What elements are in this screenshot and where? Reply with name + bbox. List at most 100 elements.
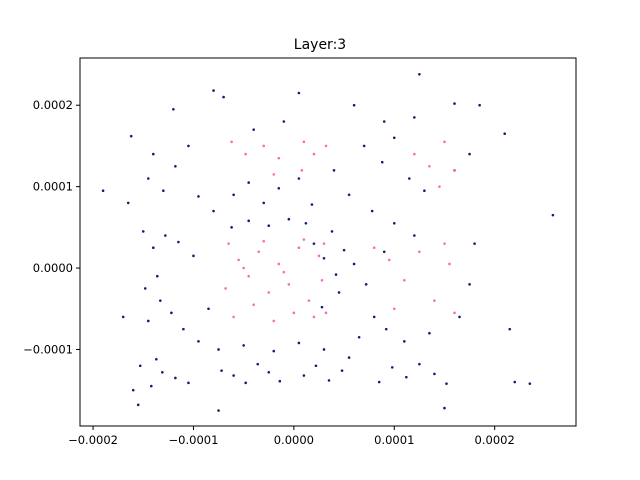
point-series-2-35 [403,278,406,282]
point-series-1-89 [217,348,220,351]
point-series-1-88 [370,209,374,213]
point-series-1-1 [149,384,153,388]
point-series-2-21 [242,266,245,270]
point-series-2-5 [267,291,271,294]
point-series-2-13 [252,303,255,306]
point-series-1-16 [340,369,344,372]
point-series-1-2 [161,370,164,374]
point-series-2-15 [292,311,296,315]
point-series-2-30 [324,144,328,148]
point-series-2-26 [262,144,266,148]
point-series-1-38 [174,164,177,168]
point-series-1-113 [297,91,301,95]
point-series-2-22 [282,270,286,274]
point-series-1-80 [403,340,406,343]
point-series-1-30 [207,307,210,311]
point-series-1-44 [247,181,250,184]
point-series-1-106 [453,102,456,105]
point-series-2-42 [413,152,416,156]
point-series-2-12 [232,315,235,319]
point-series-2-44 [443,140,446,144]
point-series-1-53 [392,136,396,140]
point-series-1-82 [458,315,461,319]
point-series-1-73 [247,219,250,223]
x-tick-label-3: 0.0000 [274,433,314,447]
point-series-1-84 [473,242,476,245]
point-series-1-68 [337,291,341,294]
point-series-1-23 [146,319,150,323]
point-series-1-10 [267,370,271,374]
point-series-1-94 [347,356,351,359]
point-series-1-28 [182,327,185,331]
point-series-1-50 [347,193,351,197]
point-series-2-7 [287,283,291,286]
point-series-2-18 [262,239,266,243]
point-series-1-78 [357,335,361,339]
point-series-1-76 [364,283,368,286]
point-series-1-85 [392,221,396,225]
point-series-1-102 [508,327,512,331]
point-series-1-26 [143,287,147,290]
point-series-1-18 [390,366,394,369]
point-series-1-95 [126,201,130,205]
point-series-2-19 [302,238,306,241]
point-series-1-69 [320,305,324,309]
point-series-1-9 [256,362,260,366]
point-series-1-55 [423,189,426,193]
point-series-1-52 [380,160,384,164]
point-series-1-46 [277,186,281,190]
point-series-1-77 [372,315,376,319]
point-series-1-17 [377,380,381,384]
point-series-1-54 [408,177,411,180]
point-series-2-11 [324,311,328,315]
point-series-1-39 [152,152,155,156]
point-series-1-6 [155,357,158,361]
point-series-1-8 [244,381,247,385]
point-series-1-7 [232,374,235,377]
point-series-1-4 [187,381,190,385]
point-series-1-111 [217,409,220,412]
point-series-1-22 [445,382,448,385]
data-points [101,72,555,412]
point-series-2-36 [418,250,421,254]
point-series-1-35 [192,254,195,258]
point-series-1-33 [177,240,180,244]
point-series-1-66 [330,230,334,233]
point-series-1-20 [418,362,421,366]
point-series-2-43 [428,164,431,168]
point-series-1-90 [242,344,245,347]
y-tick-label-3: 0.0001 [33,180,73,194]
point-series-2-17 [224,287,227,290]
point-series-1-103 [513,380,517,384]
point-series-1-43 [232,193,235,197]
chart-title: Layer:3 [294,37,346,53]
point-series-1-51 [362,144,366,148]
point-series-2-31 [272,173,276,176]
point-series-1-70 [304,221,308,225]
point-series-2-39 [453,311,456,315]
point-series-1-114 [252,128,255,131]
point-series-1-12 [220,369,223,372]
point-series-2-33 [372,246,376,249]
point-series-1-14 [314,364,318,368]
point-series-2-23 [320,278,324,282]
point-series-1-15 [327,379,331,382]
point-series-1-98 [101,189,105,193]
point-series-1-65 [334,273,338,276]
point-series-2-45 [453,169,456,172]
point-series-1-61 [222,95,225,99]
point-series-1-63 [312,242,316,245]
point-series-1-64 [322,256,326,260]
point-series-1-45 [262,201,266,205]
point-series-2-40 [448,262,451,266]
point-series-1-104 [528,382,532,385]
point-series-2-46 [438,185,441,188]
point-series-1-37 [162,189,165,193]
point-series-1-71 [287,217,291,221]
point-series-1-32 [164,234,167,237]
point-series-1-75 [352,262,356,266]
point-series-2-6 [277,262,281,266]
point-series-2-14 [272,319,276,323]
point-series-1-92 [297,341,301,345]
